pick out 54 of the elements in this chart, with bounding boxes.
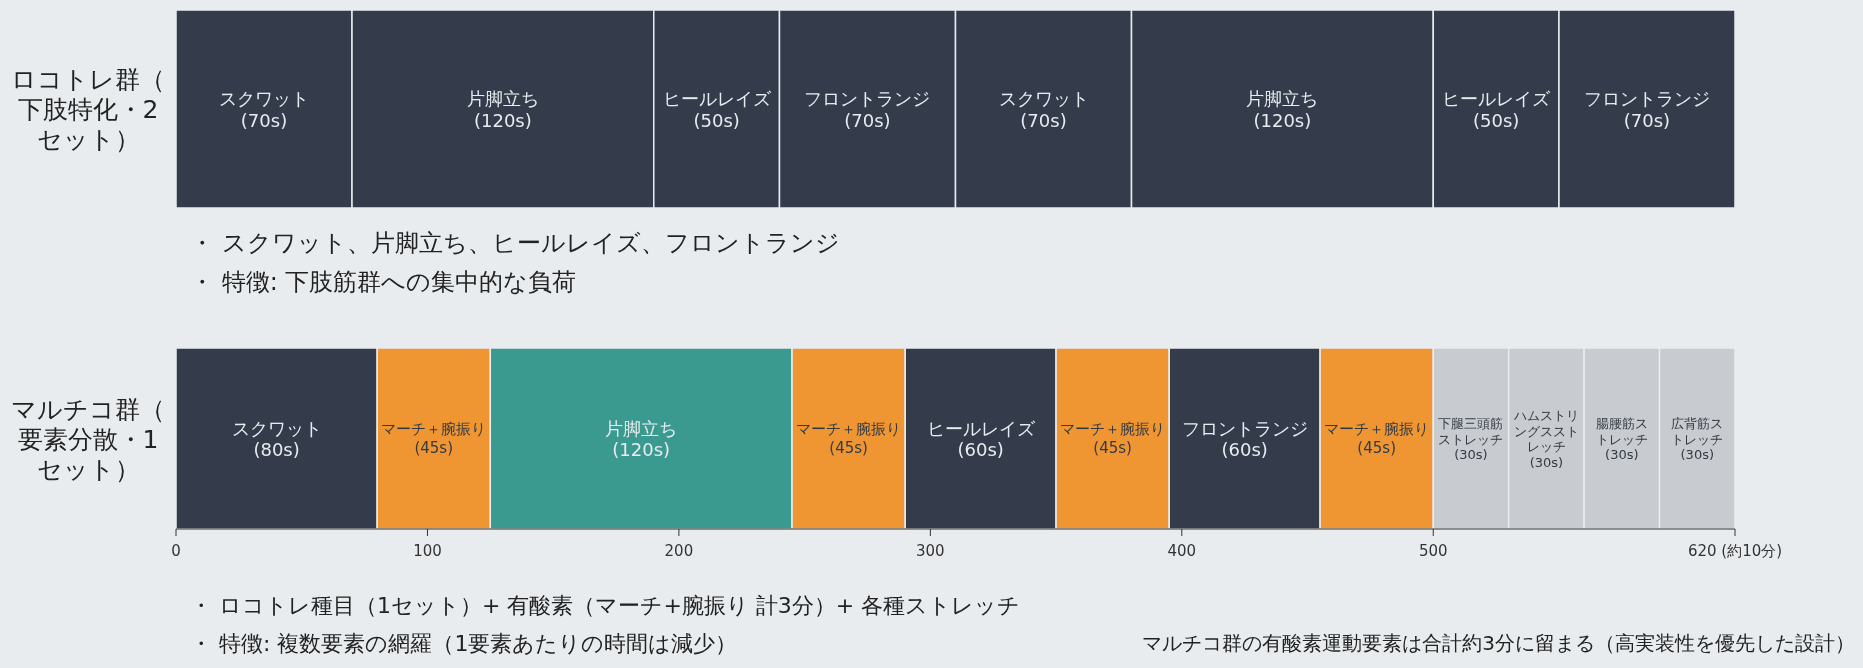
x-tick-label: 200: [664, 542, 694, 560]
data-label: (45s): [414, 438, 454, 457]
data-label: (30s): [1605, 446, 1639, 462]
data-label: (70s): [240, 109, 288, 131]
text: マルチコ群の有酸素運動要素は合計約3分に留まる（高実装性を優先した設計）: [1142, 631, 1855, 655]
data-label: (50s): [1472, 109, 1520, 131]
data-label: (45s): [1093, 438, 1132, 457]
series-label: ヒールレイズ: [1442, 87, 1552, 109]
series-label: フロントランジ: [1583, 87, 1710, 109]
series-label: 広背筋ストレッチ: [1671, 415, 1724, 446]
series-label: ヒールレイズ: [662, 87, 772, 109]
series-label: スクワット: [219, 87, 310, 109]
data-label: (120s): [612, 438, 671, 460]
x-tick-label: 500: [1418, 542, 1448, 560]
series-label: マーチ＋腕振り: [796, 420, 902, 439]
data-label: (45s): [829, 438, 868, 457]
data-label: (45s): [1357, 438, 1397, 457]
series-label: スクワット: [231, 417, 322, 439]
data-label: (30s): [1680, 446, 1715, 462]
data-label: (60s): [957, 438, 1004, 460]
data-label: (120s): [474, 109, 532, 131]
text: ・ ロコトレ種目（1セット）+ 有酸素（マーチ+腕振り 計3分）+ 各種ストレッチ: [190, 592, 1021, 618]
data-label: (70s): [1623, 109, 1671, 131]
series-label: 下腿三頭筋ストレッチ: [1438, 415, 1504, 446]
y-tick-label: マルチコ群（要素分散・1セット）: [11, 394, 165, 483]
data-label: (60s): [1221, 438, 1268, 460]
text: ・ 特徴: 下肢筋群への集中的な負荷: [190, 268, 577, 296]
x-tick-label: 100: [413, 542, 442, 560]
series-label: ヒールレイズ: [926, 417, 1036, 439]
data-label: (70s): [1020, 109, 1067, 131]
series-label: 腸腰筋ストレッチ: [1595, 415, 1648, 446]
series-label: 片脚立ち: [605, 417, 678, 439]
series-label: 片脚立ち: [466, 87, 539, 109]
x-tick-label: 400: [1167, 542, 1197, 560]
data-label: (50s): [693, 109, 740, 131]
data-label: (80s): [253, 438, 300, 460]
series-label: フロントランジ: [804, 87, 931, 109]
text: ・ スクワット、片脚立ち、ヒールレイズ、フロントランジ: [190, 229, 840, 257]
series-label: フロントランジ: [1181, 417, 1308, 439]
data-label: (30s): [1529, 454, 1564, 470]
series-label: スクワット: [998, 87, 1089, 109]
series-label: マーチ＋腕振り: [381, 420, 487, 439]
data-label: (70s): [844, 109, 891, 131]
x-tick-label: 620 (約10分): [1687, 542, 1783, 560]
y-tick-label: ロコトレ群（下肢特化・2セット）: [11, 64, 165, 154]
x-tick-label: 300: [916, 542, 945, 560]
data-label: (30s): [1454, 446, 1488, 462]
text: ・ 特徴: 複数要素の網羅（1要素あたりの時間は減少）: [190, 630, 738, 656]
data-label: (120s): [1253, 109, 1312, 131]
x-tick-label: 0: [171, 542, 181, 560]
series-label: マーチ＋腕振り: [1324, 420, 1430, 439]
series-label: マーチ＋腕振り: [1060, 420, 1166, 439]
series-label: ハムストリングスストレッチ: [1512, 407, 1579, 454]
series-label: 片脚立ち: [1246, 87, 1319, 109]
